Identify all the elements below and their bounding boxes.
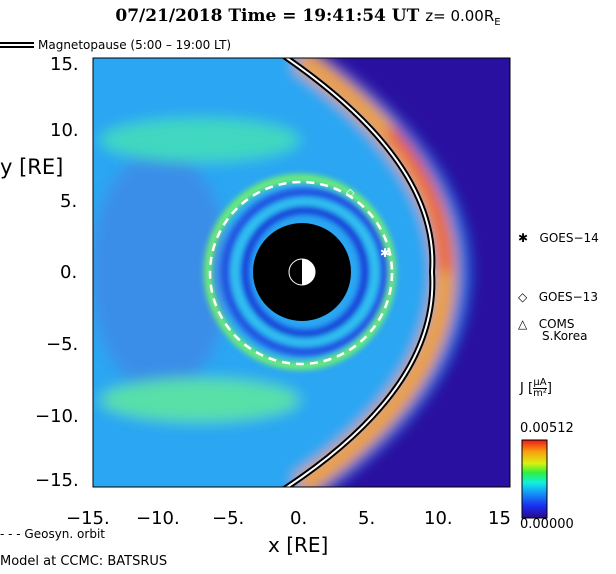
earth-icon xyxy=(288,258,316,286)
x-tick: 5. xyxy=(358,508,376,529)
y-tick: 10. xyxy=(50,120,79,141)
geosyn-legend: - - - Geosyn. orbit xyxy=(0,527,105,541)
x-axis-label: x [RE] xyxy=(268,533,329,557)
y-tick: −15. xyxy=(35,470,79,491)
colorbar-label: J [μA m²] xyxy=(520,377,552,399)
colorbar-min: 0.00000 xyxy=(520,517,574,532)
goes14-marker: ✱ xyxy=(380,246,391,260)
y-tick: 15. xyxy=(50,54,79,75)
y-tick: −5. xyxy=(46,334,79,355)
heatmap xyxy=(93,58,510,487)
colorbar xyxy=(521,439,548,519)
x-tick: −15. xyxy=(66,508,110,529)
geosyn-orbit xyxy=(208,180,394,366)
goes13-legend: ◇ GOES−13 xyxy=(518,290,598,304)
y-axis-label: y [RE] xyxy=(0,155,64,179)
colorbar-max: 0.00512 xyxy=(520,421,574,436)
goes14-legend: ✱ GOES−14 xyxy=(518,231,599,245)
y-tick: 5. xyxy=(60,191,78,212)
y-tick: 0. xyxy=(60,262,78,283)
model-credit: Model at CCMC: BATSRUS xyxy=(0,554,168,569)
x-tick: −10. xyxy=(136,508,180,529)
magnetopause-line xyxy=(281,58,436,487)
plot-title: 07/21/2018 Time = 19:41:54 UT z= 0.00RE xyxy=(115,6,501,28)
goes13-marker: ◇ xyxy=(346,186,355,199)
x-tick: 15 xyxy=(488,508,511,529)
magnetopause-legend: Magnetopause (5:00 – 19:00 LT) xyxy=(38,38,232,52)
x-tick: 0. xyxy=(290,508,308,529)
x-tick: −5. xyxy=(212,508,245,529)
x-tick: 10. xyxy=(424,508,453,529)
y-tick: −10. xyxy=(35,406,79,427)
coms-legend: △ COMS S.Korea xyxy=(518,317,588,343)
